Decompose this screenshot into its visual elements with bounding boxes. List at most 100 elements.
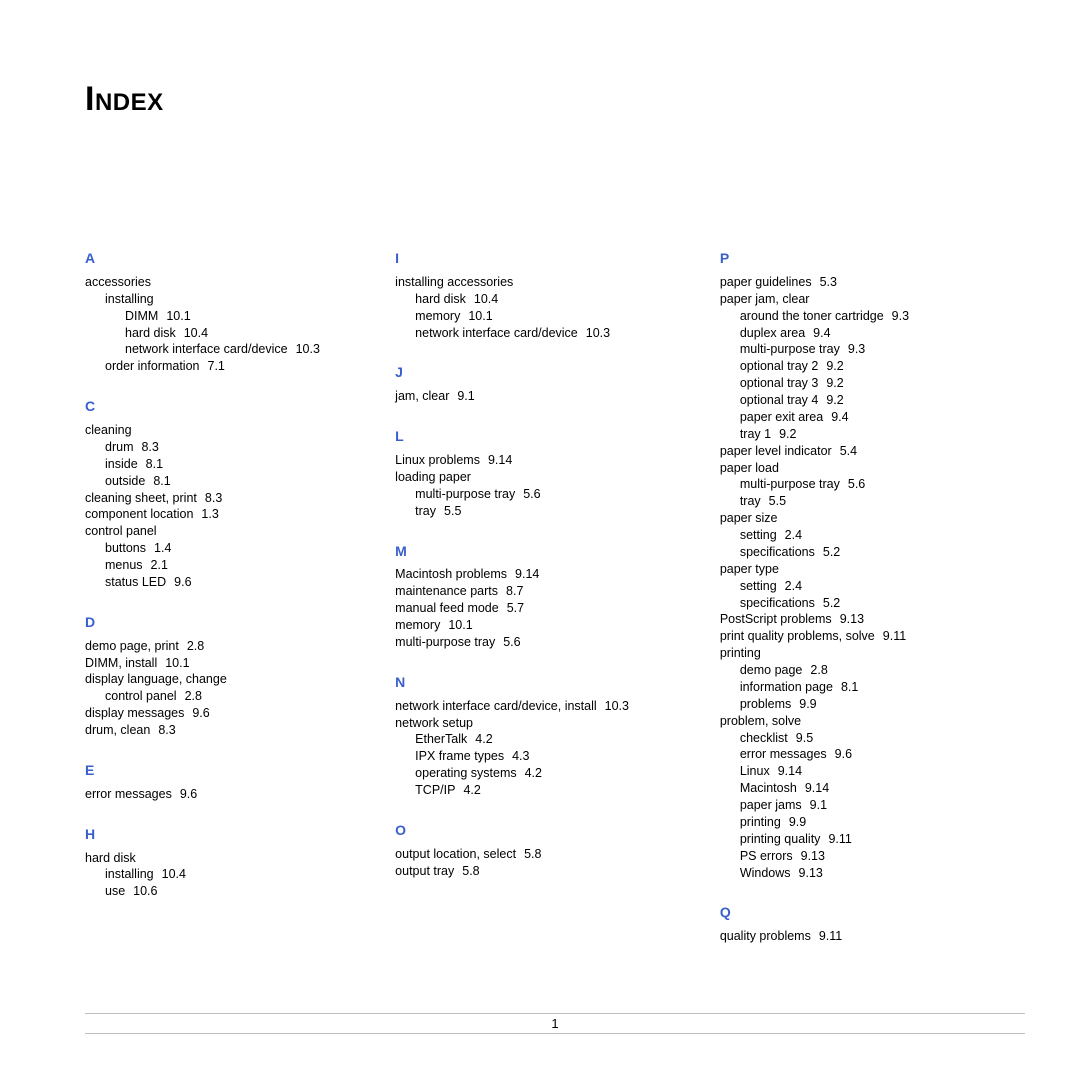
entry-page: 9.2 <box>771 427 796 441</box>
entry-text: drum, clean <box>85 723 150 737</box>
entry-text: loading paper <box>395 470 471 484</box>
entry-page: 5.5 <box>761 494 786 508</box>
entry-page: 8.1 <box>833 680 858 694</box>
entry-page: 9.3 <box>884 309 909 323</box>
entry-page: 2.1 <box>143 558 168 572</box>
index-entry: optional tray 39.2 <box>720 375 995 392</box>
index-letter: M <box>395 542 685 561</box>
index-entry: memory10.1 <box>395 308 685 325</box>
entry-page: 9.14 <box>770 764 802 778</box>
index-entry: memory10.1 <box>395 617 685 634</box>
entry-text: display language, change <box>85 672 227 686</box>
entry-text: network interface card/device <box>125 342 288 356</box>
entry-text: Linux problems <box>395 453 480 467</box>
entry-page: 9.14 <box>480 453 512 467</box>
entry-text: buttons <box>105 541 146 555</box>
index-entry: output tray5.8 <box>395 863 685 880</box>
index-entry: IPX frame types4.3 <box>395 748 685 765</box>
index-entry: quality problems9.11 <box>720 928 995 945</box>
entry-page: 2.4 <box>777 579 802 593</box>
entry-text: print quality problems, solve <box>720 629 875 643</box>
index-entry: Linux9.14 <box>720 763 995 780</box>
entry-text: status LED <box>105 575 166 589</box>
index-entry: hard disk <box>85 850 360 867</box>
index-entry: manual feed mode5.7 <box>395 600 685 617</box>
index-entry: printing <box>720 645 995 662</box>
index-entry: information page8.1 <box>720 679 995 696</box>
entry-text: DIMM, install <box>85 656 157 670</box>
page-number-footer: 1 <box>85 1013 1025 1034</box>
index-entry: output location, select5.8 <box>395 846 685 863</box>
entry-text: maintenance parts <box>395 584 498 598</box>
entry-text: paper jam, clear <box>720 292 810 306</box>
entry-page: 5.8 <box>454 864 479 878</box>
entry-text: information page <box>740 680 833 694</box>
entry-text: duplex area <box>740 326 805 340</box>
entry-page: 9.13 <box>791 866 823 880</box>
index-entry: tray5.5 <box>720 493 995 510</box>
entry-text: optional tray 4 <box>740 393 819 407</box>
index-entry: drum, clean8.3 <box>85 722 360 739</box>
entry-text: outside <box>105 474 145 488</box>
entry-text: PS errors <box>740 849 793 863</box>
entry-text: hard disk <box>415 292 466 306</box>
index-letter: P <box>720 249 995 268</box>
index-letter: H <box>85 825 360 844</box>
entry-text: order information <box>105 359 200 373</box>
entry-page: 5.2 <box>815 545 840 559</box>
entry-text: accessories <box>85 275 151 289</box>
entry-page: 9.3 <box>840 342 865 356</box>
index-entry: TCP/IP4.2 <box>395 782 685 799</box>
entry-page: 8.1 <box>145 474 170 488</box>
index-entry: Macintosh9.14 <box>720 780 995 797</box>
entry-text: printing quality <box>740 832 821 846</box>
entry-page: 9.2 <box>818 359 843 373</box>
entry-page: 9.2 <box>818 376 843 390</box>
index-letter: Q <box>720 903 995 922</box>
entry-text: paper guidelines <box>720 275 812 289</box>
entry-text: Windows <box>740 866 791 880</box>
entry-page: 9.11 <box>820 832 851 846</box>
entry-text: setting <box>740 579 777 593</box>
entry-text: problems <box>740 697 791 711</box>
entry-page: 10.3 <box>578 326 610 340</box>
entry-text: TCP/IP <box>415 783 455 797</box>
index-entry: control panel <box>85 523 360 540</box>
entry-text: tray 1 <box>740 427 771 441</box>
entry-page: 9.6 <box>184 706 209 720</box>
index-entry: paper type <box>720 561 995 578</box>
entry-page: 2.8 <box>179 639 204 653</box>
index-letter: J <box>395 363 685 382</box>
entry-text: IPX frame types <box>415 749 504 763</box>
entry-text: EtherTalk <box>415 732 467 746</box>
index-entry: print quality problems, solve9.11 <box>720 628 995 645</box>
entry-page: 9.6 <box>827 747 852 761</box>
index-entry: paper jam, clear <box>720 291 995 308</box>
entry-page: 5.6 <box>840 477 865 491</box>
entry-page: 10.4 <box>176 326 208 340</box>
entry-text: display messages <box>85 706 184 720</box>
index-entry: specifications5.2 <box>720 595 995 612</box>
entry-page: 2.4 <box>777 528 802 542</box>
index-entry: setting2.4 <box>720 578 995 595</box>
entry-text: tray <box>740 494 761 508</box>
entry-text: quality problems <box>720 929 811 943</box>
index-entry: optional tray 49.2 <box>720 392 995 409</box>
entry-page: 8.7 <box>498 584 523 598</box>
entry-text: menus <box>105 558 143 572</box>
entry-page: 5.6 <box>515 487 540 501</box>
index-entry: network setup <box>395 715 685 732</box>
index-entry: tray5.5 <box>395 503 685 520</box>
entry-page: 9.13 <box>832 612 864 626</box>
index-title: Index <box>85 80 995 119</box>
index-columns: AaccessoriesinstallingDIMM10.1hard disk1… <box>85 249 995 945</box>
index-letter: E <box>85 761 360 780</box>
entry-text: paper level indicator <box>720 444 832 458</box>
entry-page: 10.4 <box>466 292 498 306</box>
entry-text: demo page, print <box>85 639 179 653</box>
entry-page: 9.6 <box>172 787 197 801</box>
entry-text: Linux <box>740 764 770 778</box>
entry-page: 9.5 <box>788 731 813 745</box>
entry-text: tray <box>415 504 436 518</box>
entry-text: specifications <box>740 596 815 610</box>
